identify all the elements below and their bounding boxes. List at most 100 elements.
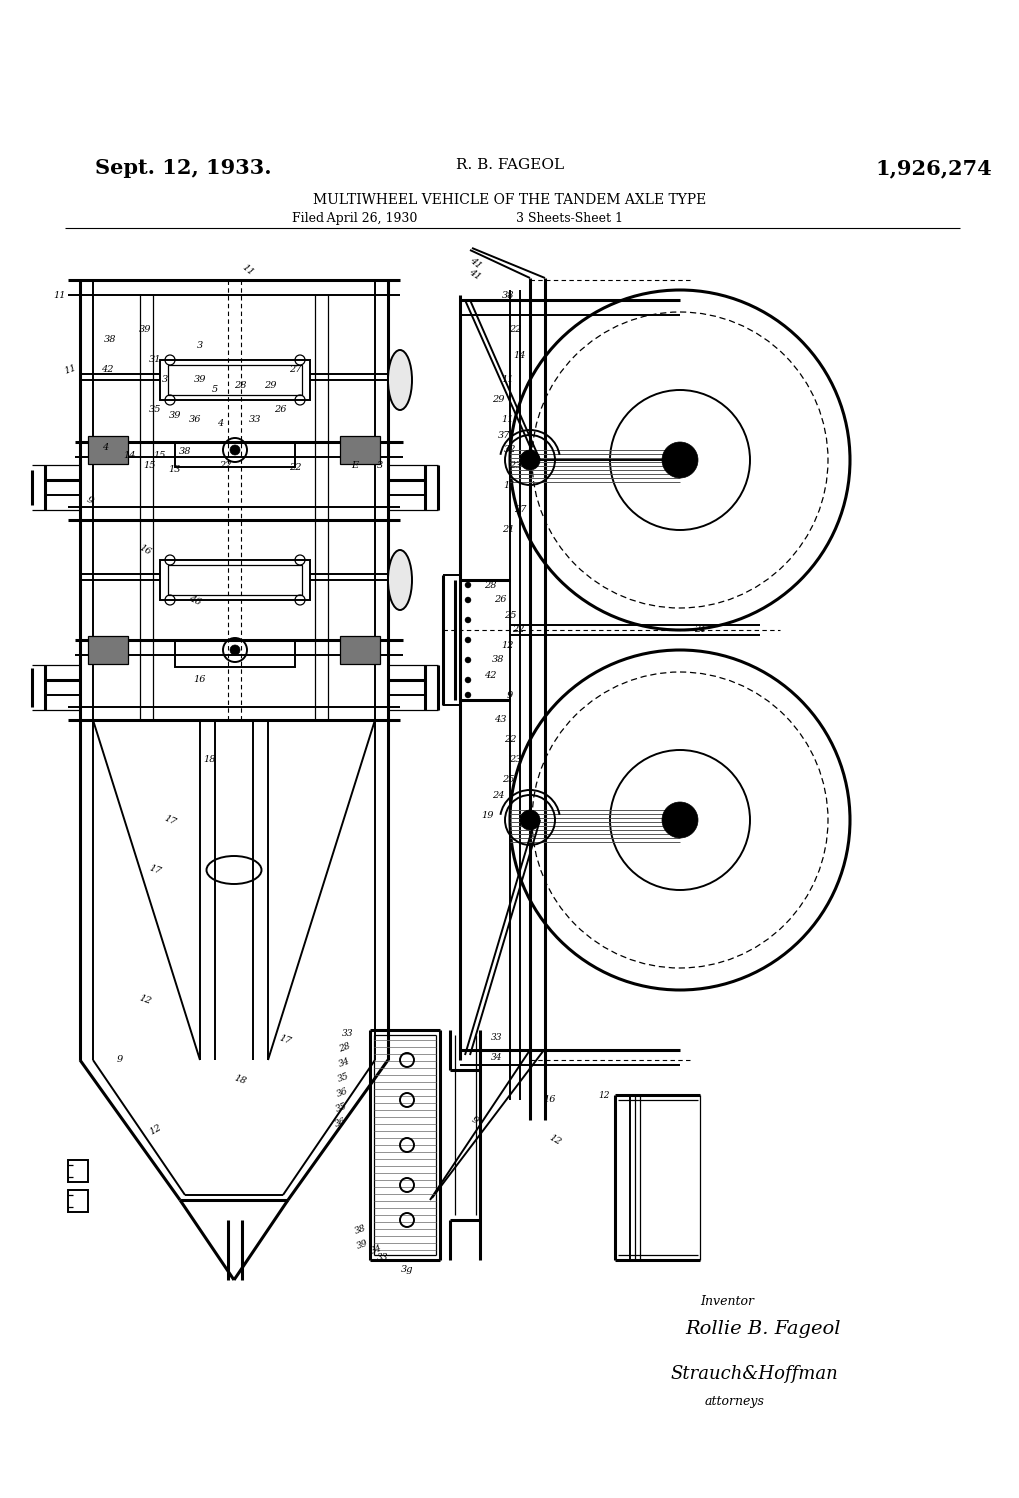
Text: 17: 17 (148, 864, 162, 876)
Text: 42: 42 (101, 366, 113, 374)
Text: 16: 16 (138, 542, 153, 557)
Text: 14: 14 (514, 351, 526, 360)
Text: 33: 33 (249, 415, 261, 424)
Ellipse shape (387, 351, 412, 410)
Text: 12: 12 (138, 993, 152, 1007)
Text: 34: 34 (491, 1053, 502, 1062)
Text: 38: 38 (353, 1224, 367, 1236)
Text: 22: 22 (503, 736, 516, 745)
Text: 38: 38 (501, 291, 514, 300)
Text: 42: 42 (483, 671, 496, 680)
Text: 38: 38 (104, 336, 116, 345)
Text: 16: 16 (543, 1095, 555, 1104)
Text: Filed April 26, 1930: Filed April 26, 1930 (292, 213, 417, 225)
Text: 11: 11 (503, 481, 516, 490)
Circle shape (520, 449, 539, 470)
Text: 27: 27 (514, 505, 526, 514)
Text: 39: 39 (355, 1239, 369, 1251)
Text: R. B. FAGEOL: R. B. FAGEOL (455, 157, 564, 172)
Text: 28: 28 (337, 1041, 352, 1055)
Text: 17: 17 (162, 813, 177, 827)
Text: 33: 33 (377, 1254, 388, 1263)
Circle shape (520, 810, 539, 830)
Text: 4: 4 (102, 442, 108, 451)
Circle shape (465, 692, 471, 698)
Text: 24: 24 (491, 791, 503, 800)
Text: 46: 46 (187, 593, 203, 607)
Text: 22: 22 (508, 325, 521, 334)
Circle shape (465, 617, 471, 623)
Text: 11: 11 (501, 415, 514, 424)
Text: 12: 12 (547, 1132, 562, 1147)
Text: 38: 38 (491, 656, 503, 665)
Text: 37: 37 (497, 430, 510, 439)
Text: 28: 28 (483, 581, 496, 590)
Text: 23: 23 (508, 460, 521, 469)
Text: 11: 11 (62, 364, 77, 376)
Text: 39: 39 (168, 410, 181, 419)
Text: 36: 36 (334, 1088, 348, 1100)
Text: 11: 11 (54, 291, 66, 300)
Text: Rollie B. Fageol: Rollie B. Fageol (685, 1320, 840, 1338)
Text: 9: 9 (117, 1056, 123, 1065)
Text: 34: 34 (336, 1056, 351, 1070)
Text: 25: 25 (501, 776, 514, 785)
Text: 15: 15 (144, 460, 156, 469)
Text: 22: 22 (288, 463, 301, 472)
Text: 36: 36 (333, 1118, 346, 1129)
Text: Strauch&Hoffman: Strauch&Hoffman (669, 1365, 837, 1383)
Circle shape (661, 801, 697, 837)
Text: 18: 18 (232, 1074, 248, 1086)
Text: 3: 3 (162, 376, 168, 385)
Text: 12: 12 (501, 641, 514, 650)
Text: 25: 25 (503, 611, 516, 620)
Polygon shape (88, 637, 127, 664)
Text: 27: 27 (288, 366, 301, 374)
Text: Sept. 12, 1933.: Sept. 12, 1933. (95, 157, 271, 178)
Text: 34: 34 (369, 1243, 382, 1257)
Text: 5: 5 (212, 385, 218, 394)
Text: 21: 21 (501, 526, 514, 535)
Text: 26: 26 (273, 406, 286, 415)
Text: 41: 41 (467, 256, 482, 271)
Polygon shape (339, 436, 380, 464)
Text: 35: 35 (335, 1071, 350, 1085)
Circle shape (229, 445, 239, 455)
Text: 22: 22 (512, 626, 524, 635)
Text: 29: 29 (491, 395, 503, 404)
Text: 17: 17 (277, 1034, 292, 1047)
Text: 11: 11 (501, 376, 514, 385)
Circle shape (661, 442, 697, 478)
Polygon shape (88, 436, 127, 464)
Text: 19: 19 (481, 810, 494, 819)
Text: 9: 9 (85, 494, 95, 505)
Text: 32: 32 (503, 445, 516, 454)
Text: E: E (352, 461, 359, 470)
Text: 22: 22 (218, 460, 231, 469)
Text: 38: 38 (178, 448, 192, 457)
Text: 29: 29 (264, 380, 276, 389)
Circle shape (465, 598, 471, 604)
Text: 31: 31 (149, 355, 161, 364)
Text: 39: 39 (194, 376, 206, 385)
Text: 3: 3 (376, 461, 383, 470)
Text: 13: 13 (168, 466, 181, 475)
Text: 18: 18 (204, 755, 216, 764)
Text: attorneys: attorneys (704, 1395, 764, 1408)
Text: Inventor: Inventor (699, 1294, 753, 1308)
Text: 35: 35 (334, 1103, 347, 1115)
Text: 26: 26 (493, 596, 505, 605)
Text: 3 Sheets-Sheet 1: 3 Sheets-Sheet 1 (516, 213, 623, 225)
Circle shape (465, 637, 471, 643)
Text: 12: 12 (598, 1091, 609, 1100)
Text: 21: 21 (693, 626, 705, 635)
Text: 33: 33 (342, 1029, 354, 1038)
Text: 1,926,274: 1,926,274 (874, 157, 990, 178)
Text: 43: 43 (493, 716, 505, 725)
Text: 16: 16 (194, 676, 206, 685)
Text: 9: 9 (506, 691, 513, 700)
Text: 23: 23 (508, 755, 521, 764)
Polygon shape (339, 637, 380, 664)
Text: 9: 9 (470, 1115, 480, 1125)
Text: 4: 4 (217, 418, 223, 427)
